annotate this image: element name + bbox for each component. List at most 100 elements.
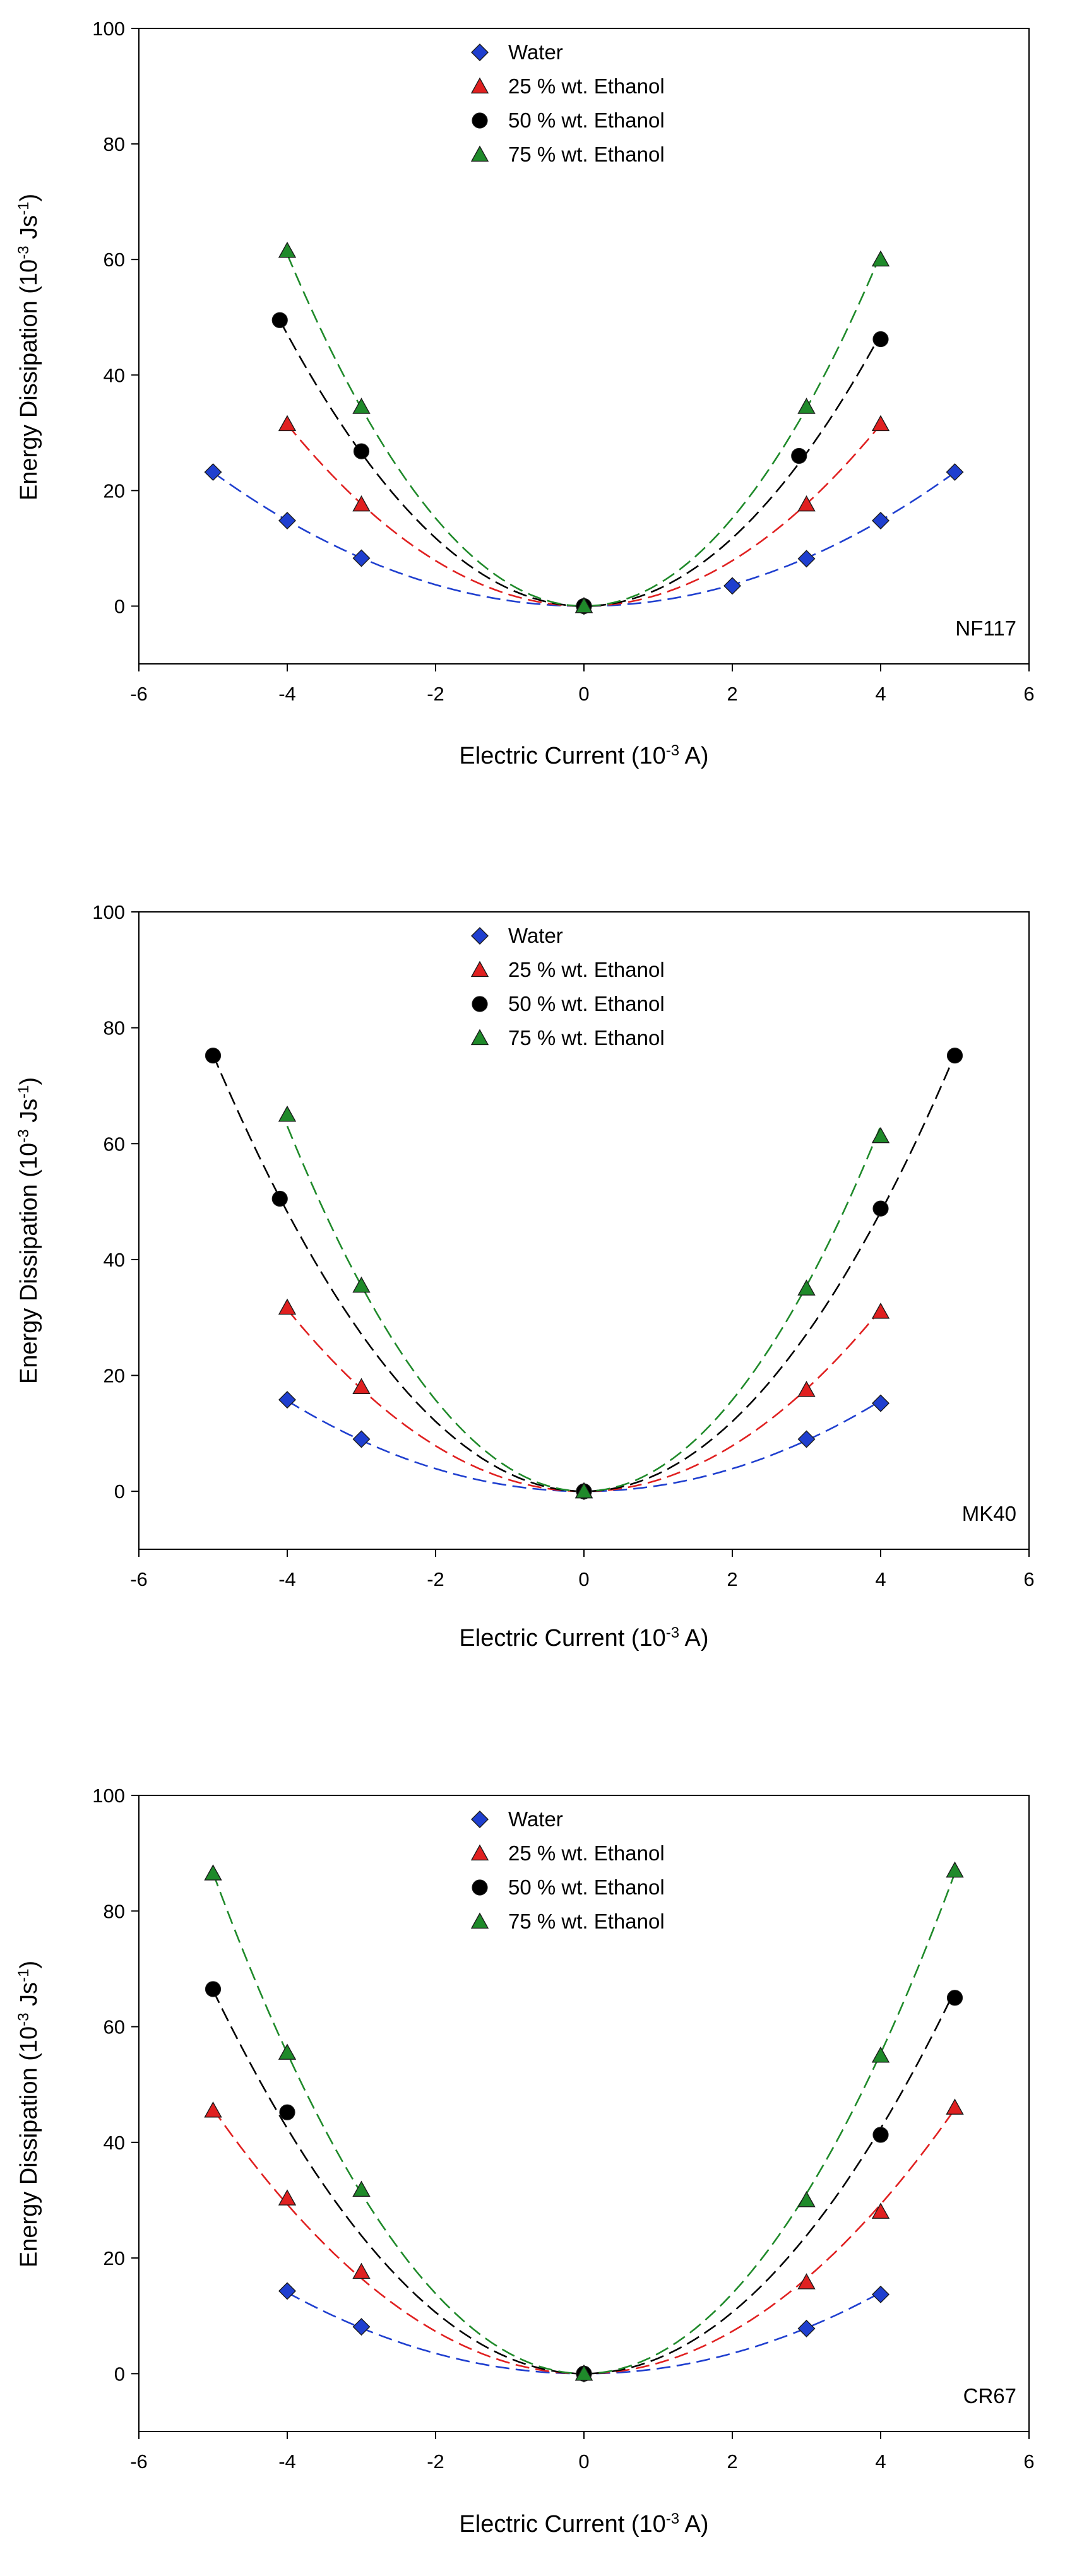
fit-curve-1 (287, 1309, 882, 1492)
legend-marker-2 (472, 1879, 488, 1896)
data-point-0 (278, 1391, 296, 1409)
data-point-1 (352, 1378, 371, 1395)
data-point-2 (872, 331, 889, 348)
legend-label-1: 25 % wt. Ethanol (508, 1841, 665, 1865)
legend-marker-3 (470, 1029, 489, 1046)
data-point-3 (574, 2364, 593, 2381)
legend-label-0: Water (508, 40, 563, 64)
y-tick-label: 40 (104, 364, 125, 386)
data-point-3 (797, 1279, 816, 1296)
fit-curve-1 (212, 2108, 956, 2375)
legend-marker-3 (470, 1912, 489, 1929)
y-tick-label: 40 (104, 1249, 125, 1271)
data-point-1 (797, 1381, 816, 1397)
data-point-1 (871, 415, 890, 432)
data-point-0 (946, 463, 964, 482)
fit-curve-0 (212, 471, 956, 607)
fit-curve-3 (286, 254, 882, 607)
data-point-3 (278, 242, 297, 258)
data-point-2 (872, 1200, 889, 1217)
data-point-0 (278, 511, 296, 529)
data-point-1 (278, 415, 297, 432)
legend-label-3: 75 % wt. Ethanol (508, 1910, 665, 1933)
data-point-0 (872, 2285, 889, 2303)
x-axis-title: Electric Current (10-3 A) (459, 742, 708, 770)
x-axis-title: Electric Current (10-3 A) (459, 2510, 708, 2538)
data-point-0 (872, 1394, 889, 1412)
x-tick-label: -6 (130, 2450, 148, 2473)
fit-curve-2 (212, 1054, 956, 1492)
x-tick-label: -4 (278, 2450, 296, 2473)
x-tick-label: 4 (875, 1568, 886, 1590)
data-point-0 (204, 463, 222, 482)
data-point-2 (353, 443, 370, 459)
y-tick-label: 80 (104, 1017, 125, 1039)
y-tick-label: 0 (114, 2363, 125, 2385)
x-tick-label: -2 (427, 683, 444, 705)
data-point-0 (872, 511, 889, 529)
legend-marker-0 (471, 1811, 489, 1828)
legend-label-2: 50 % wt. Ethanol (508, 1876, 665, 1899)
data-point-1 (352, 2262, 371, 2279)
x-tick-label: 6 (1023, 1568, 1034, 1590)
fit-curve-0 (287, 1400, 881, 1492)
data-point-0 (797, 550, 816, 568)
y-tick-label: 100 (92, 901, 125, 923)
legend-label-2: 50 % wt. Ethanol (508, 109, 665, 132)
y-tick-label: 60 (104, 1133, 125, 1155)
x-tick-label: 6 (1023, 2450, 1034, 2473)
x-tick-label: -4 (278, 1568, 296, 1590)
y-tick-label: 100 (92, 18, 125, 40)
y-tick-label: 80 (104, 133, 125, 155)
legend-marker-0 (471, 927, 489, 945)
fit-curve-2 (212, 1990, 956, 2375)
data-point-3 (278, 1105, 297, 1122)
data-point-2 (205, 1048, 222, 1064)
legend-label-3: 75 % wt. Ethanol (508, 143, 665, 166)
data-point-3 (797, 2191, 816, 2207)
data-point-3 (871, 1126, 890, 1143)
data-point-2 (946, 1990, 963, 2006)
y-tick-label: 20 (104, 2247, 125, 2269)
x-tick-label: -2 (427, 1568, 444, 1590)
data-point-1 (797, 2273, 816, 2289)
data-point-0 (723, 577, 741, 595)
legend-label-3: 75 % wt. Ethanol (508, 1026, 665, 1049)
panel-label: MK40 (962, 1502, 1016, 1525)
x-tick-label: 4 (875, 2450, 886, 2473)
y-tick-label: 60 (104, 2016, 125, 2038)
x-tick-label: -4 (278, 683, 296, 705)
x-tick-label: -6 (130, 683, 148, 705)
data-point-2 (872, 2127, 889, 2143)
data-point-0 (797, 2319, 816, 2337)
data-point-1 (871, 2202, 890, 2219)
data-point-2 (279, 2104, 295, 2120)
data-point-2 (271, 1190, 288, 1207)
fit-curve-1 (287, 423, 882, 607)
x-tick-label: 2 (727, 1568, 737, 1590)
data-point-0 (352, 1430, 371, 1448)
data-point-1 (871, 1303, 890, 1319)
y-tick-label: 0 (114, 1480, 125, 1503)
panel-label: CR67 (963, 2384, 1016, 2408)
data-point-1 (204, 2101, 222, 2118)
data-point-0 (278, 2282, 296, 2300)
data-point-3 (797, 398, 816, 414)
legend-marker-2 (472, 996, 488, 1012)
x-tick-label: 0 (578, 1568, 589, 1590)
legend-label-0: Water (508, 1807, 563, 1831)
x-tick-label: -6 (130, 1568, 148, 1590)
y-tick-label: 40 (104, 2132, 125, 2154)
data-point-1 (352, 495, 371, 512)
data-point-3 (278, 2043, 297, 2060)
data-point-0 (352, 549, 371, 567)
legend-label-2: 50 % wt. Ethanol (508, 992, 665, 1015)
data-point-3 (574, 597, 593, 613)
y-axis-title: Energy Dissipation (10-3 Js-1) (15, 194, 43, 500)
fit-curve-3 (286, 1125, 882, 1492)
y-axis-title: Energy Dissipation (10-3 Js-1) (15, 1077, 43, 1384)
legend-label-1: 25 % wt. Ethanol (508, 958, 665, 981)
x-tick-label: 4 (875, 683, 886, 705)
